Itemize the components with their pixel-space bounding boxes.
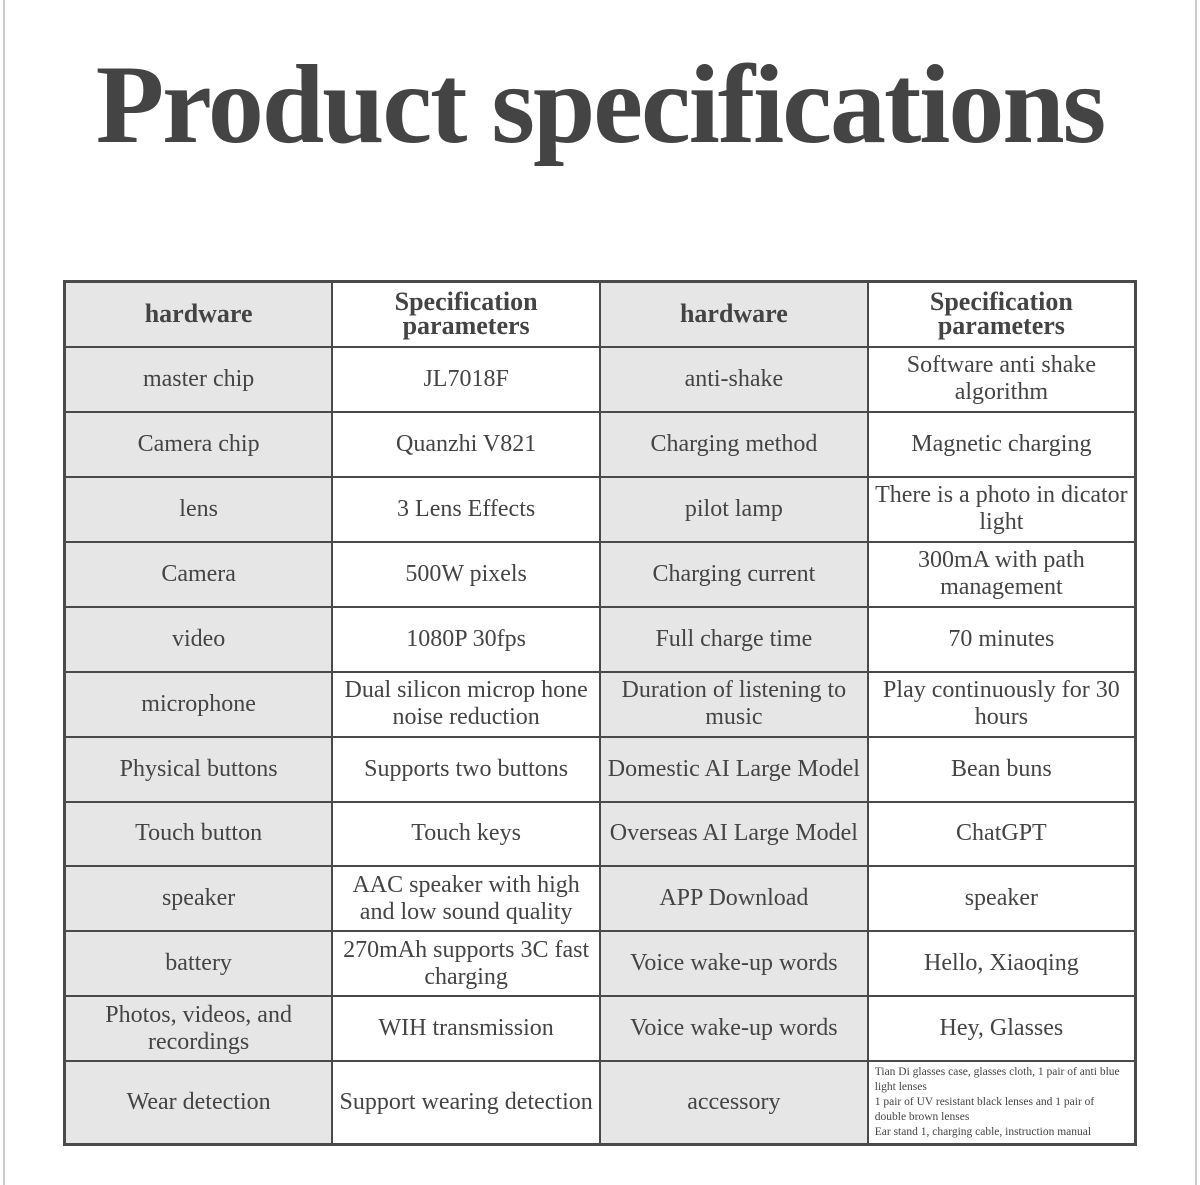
cell: Dual silicon microp hone noise reduction	[331, 670, 601, 738]
cell-line: Ear stand 1, charging cable, instruction…	[874, 1126, 1092, 1139]
cell: Charging method	[599, 410, 869, 478]
header-cell: Specification parameters	[331, 280, 601, 348]
row: battery 270mAh supports 3C fast charging V…	[63, 930, 1137, 998]
cell-line: 1 pair of UV resistant black lenses and …	[874, 1096, 1095, 1124]
cell: Software anti shake algorithm	[866, 345, 1137, 413]
cell: 70 minutes	[866, 605, 1137, 673]
cell: Supports two buttons	[331, 735, 601, 803]
cell: 1080P 30fps	[331, 605, 601, 673]
cell: speaker	[63, 865, 334, 933]
row: Touch button Touch keys Overseas AI Large …	[63, 800, 1137, 868]
row: Physical buttons Supports two buttons Dome…	[63, 735, 1137, 803]
cell: ChatGPT	[866, 800, 1137, 868]
cell: Wear detection	[63, 1060, 334, 1146]
spec-table: hardware Specification parameters hardware…	[63, 280, 1137, 1146]
cell: 270mAh supports 3C fast charging	[331, 930, 601, 998]
cell: Duration of listening to music	[599, 670, 869, 738]
row: Wear detection Support wearing detection a…	[63, 1060, 1137, 1146]
cell: lens	[63, 475, 334, 543]
cell: 500W pixels	[331, 540, 601, 608]
cell: There is a photo in dicator light	[866, 475, 1137, 543]
cell: Touch button	[63, 800, 334, 868]
cell: Voice wake-up words	[599, 995, 869, 1063]
cell: Play continuously for 30 hours	[866, 670, 1137, 738]
title: Product specifications	[95, 43, 1107, 167]
cell: JL7018F	[331, 345, 601, 413]
row: master chip JL7018F anti-shake Software ant…	[63, 345, 1137, 413]
row: Camera 500W pixels Charging current 300mA w…	[63, 540, 1137, 608]
cell: Physical buttons	[63, 735, 334, 803]
row: Camera chip Quanzhi V821 Charging method Ma…	[63, 410, 1137, 478]
cell: speaker	[866, 865, 1137, 933]
cell: Camera chip	[63, 410, 334, 478]
edge	[3, 0, 5, 1185]
header-cell: hardware	[599, 280, 869, 348]
cell: AAC speaker with high and low sound qual…	[331, 865, 601, 933]
cell: Tian Di glasses case, glasses cloth, 1 p…	[866, 1060, 1137, 1146]
cell: WIH transmission	[331, 995, 601, 1063]
header-cell: Specification parameters	[866, 280, 1137, 348]
cell: Bean buns	[866, 735, 1137, 803]
cell: APP Download	[599, 865, 869, 933]
cell: microphone	[63, 670, 334, 738]
cell: video	[63, 605, 334, 673]
cell: Quanzhi V821	[331, 410, 601, 478]
cell: 300mA with path management	[866, 540, 1137, 608]
cell: Support wearing detection	[331, 1060, 601, 1146]
cell: Hello, Xiaoqing	[866, 930, 1137, 998]
cell: Voice wake-up words	[599, 930, 869, 998]
cell: pilot lamp	[599, 475, 869, 543]
cell: anti-shake	[599, 345, 869, 413]
cell: Camera	[63, 540, 334, 608]
cell: Domestic AI Large Model	[599, 735, 869, 803]
row: speaker AAC speaker with high and low sou…	[63, 865, 1137, 933]
cell: Charging current	[599, 540, 869, 608]
cell: Touch keys	[331, 800, 601, 868]
cell: 3 Lens Effects	[331, 475, 601, 543]
cell: Magnetic charging	[866, 410, 1137, 478]
edge	[1195, 0, 1197, 1185]
cell: Full charge time	[599, 605, 869, 673]
row: video 1080P 30fps Full charge time 70 minut…	[63, 605, 1137, 673]
cell: master chip	[63, 345, 334, 413]
row: lens 3 Lens Effects pilot lamp There is a p…	[63, 475, 1137, 543]
cell: Hey, Glasses	[866, 995, 1137, 1063]
cell: accessory	[599, 1060, 869, 1146]
cell: Overseas AI Large Model	[599, 800, 869, 868]
row: microphone Dual silicon microp hone noise…	[63, 670, 1137, 738]
cell-line: Tian Di glasses case, glasses cloth, 1 p…	[874, 1066, 1120, 1094]
cell: Photos, videos, and recordings	[63, 995, 334, 1063]
header-cell: hardware	[63, 280, 334, 348]
row: Photos, videos, and recordings WIH transm…	[63, 995, 1137, 1063]
cell: battery	[63, 930, 334, 998]
header-row: hardware Specification parameters hardware…	[63, 280, 1137, 348]
